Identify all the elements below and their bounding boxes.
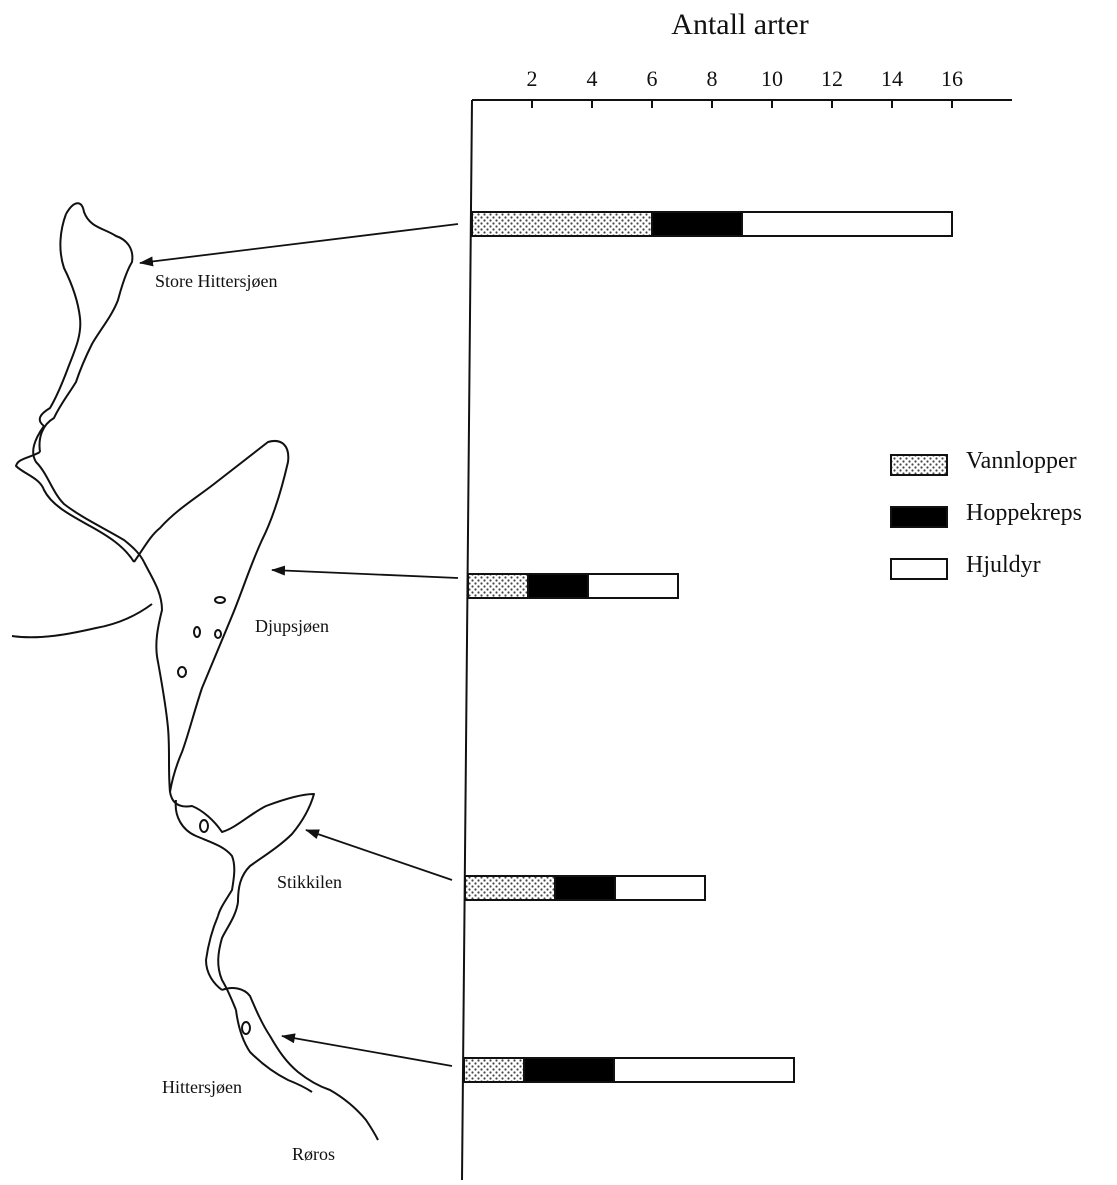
bar-hjuldyr-3: [614, 875, 706, 901]
y-axis-line: [461, 99, 473, 1181]
lake-djupsjoen: [133, 440, 290, 793]
arrow-store-hittersjoen: [139, 223, 459, 267]
x-tick-label: 4: [587, 66, 598, 91]
arrows: [139, 223, 459, 1067]
label-roros: Røros: [292, 1144, 335, 1164]
bar-vannlopper-4: [463, 1057, 525, 1083]
lake-stikkilen: [169, 791, 315, 903]
x-tick-label: 10: [761, 66, 783, 91]
legend-swatch-hjuldyr: [890, 558, 948, 580]
river-lower-2: [205, 915, 223, 991]
lake-map-drawing: [11, 202, 379, 1141]
label-djupsjoen: Djupsjøen: [255, 616, 329, 636]
bar-hoppekreps-4: [523, 1057, 615, 1083]
lake-store-hittersjoen: [38, 202, 134, 453]
bar-hjuldyr-2: [587, 573, 679, 599]
legend-swatch-hoppekreps: [890, 506, 948, 528]
legend-label-vannlopper: Vannlopper: [966, 448, 1077, 474]
bar-vannlopper-2: [467, 573, 529, 599]
lake-djupsjoen-west: [143, 561, 171, 793]
x-tick-label: 8: [707, 66, 718, 91]
x-tick-label: 2: [527, 66, 538, 91]
x-tick-label: 12: [821, 66, 843, 91]
x-tick-label: 16: [941, 66, 963, 91]
axis-group: 2 4 6 8 10 12 14 16: [461, 66, 1012, 1181]
river-west-branch: [11, 603, 153, 639]
bar-hoppekreps-2: [527, 573, 589, 599]
bar-group: [463, 211, 953, 1083]
lake-hittersjoen: [221, 987, 379, 1141]
island-3: [214, 629, 222, 639]
lake-store-hittersjoen-west: [38, 213, 82, 427]
label-store-hittersjoen: Store Hittersjøen: [155, 271, 277, 291]
island-4: [177, 666, 187, 678]
island-6: [241, 1021, 251, 1035]
legend-label-hjuldyr: Hjuldyr: [966, 552, 1041, 578]
label-hittersjoen: Hittersjøen: [162, 1077, 242, 1097]
label-stikkilen: Stikkilen: [277, 872, 342, 892]
bar-vannlopper-3: [464, 875, 556, 901]
river-upper-2: [32, 425, 145, 563]
chart-title: Antall arter: [671, 8, 808, 41]
bar-hjuldyr-1: [741, 211, 953, 237]
bar-vannlopper-1: [471, 211, 653, 237]
lake-hittersjoen-west: [235, 1009, 313, 1093]
river-lower: [217, 901, 239, 1011]
island-5: [199, 819, 209, 833]
bar-hjuldyr-4: [613, 1057, 795, 1083]
island-1: [214, 596, 226, 604]
bar-hoppekreps-1: [651, 211, 743, 237]
bar-hoppekreps-3: [554, 875, 616, 901]
arrow-hittersjoen: [281, 1033, 453, 1067]
x-tick-label: 6: [647, 66, 658, 91]
arrow-stikkilen: [305, 829, 453, 881]
island-2: [193, 626, 201, 638]
arrow-djupsjoen: [271, 565, 459, 579]
lake-stikkilen-west: [174, 799, 236, 917]
x-tick-label: 14: [881, 66, 903, 91]
river-upper: [15, 451, 135, 563]
legend-label-hoppekreps: Hoppekreps: [966, 500, 1082, 526]
legend-swatch-vannlopper: [890, 454, 948, 476]
